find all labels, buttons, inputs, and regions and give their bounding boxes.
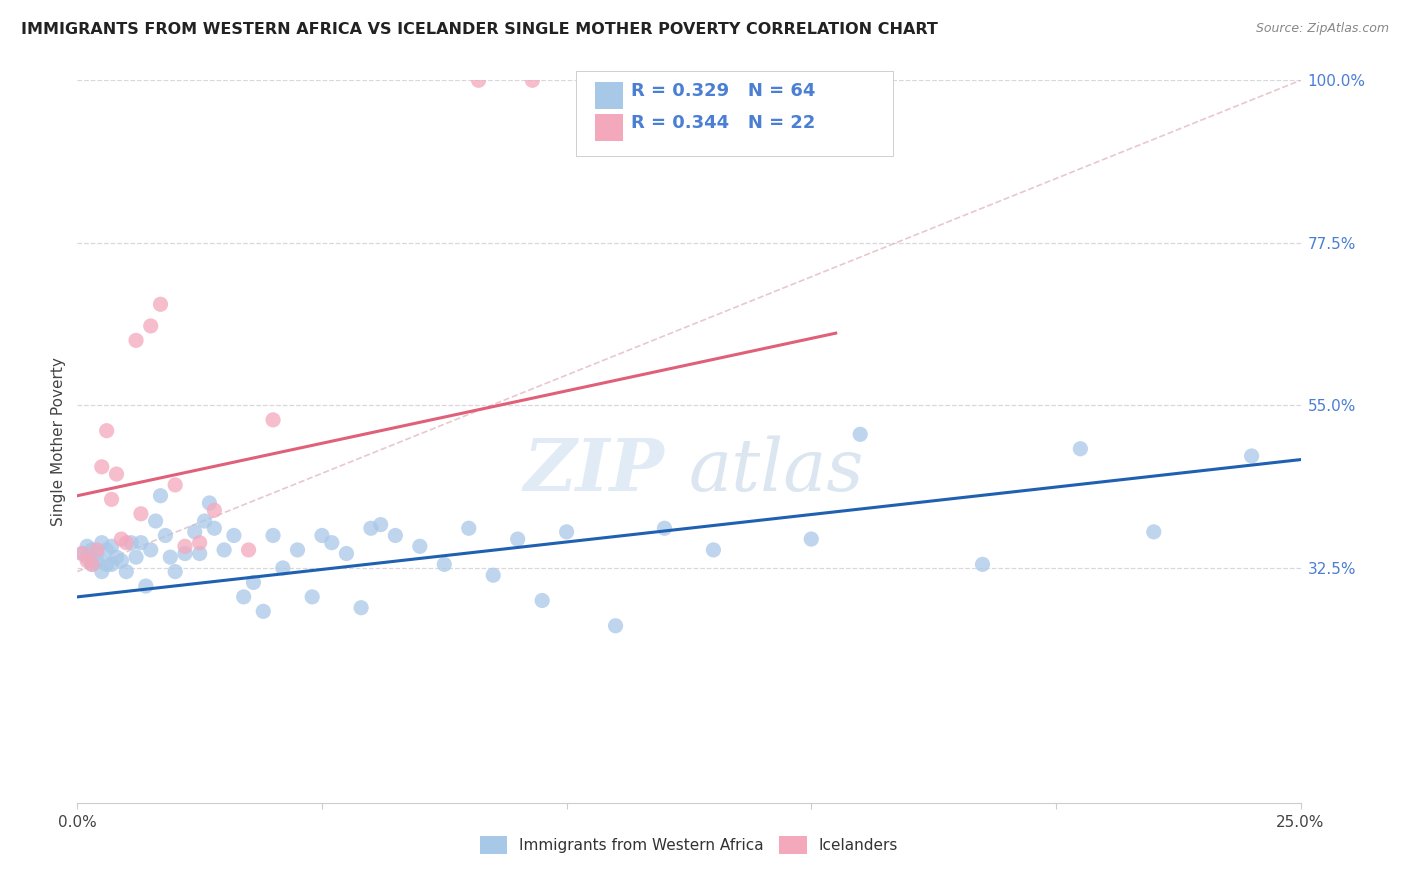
Point: [188, 547, 211, 561]
Point: [232, 590, 254, 604]
Point: [76, 550, 98, 565]
Point: [654, 521, 676, 535]
Point: [100, 492, 122, 507]
Point: [184, 524, 207, 539]
Point: [90, 565, 112, 579]
Point: [110, 532, 132, 546]
Point: [125, 334, 148, 348]
Point: [849, 427, 872, 442]
Point: [1240, 449, 1263, 463]
Point: [605, 619, 627, 633]
Point: [149, 297, 172, 311]
Point: [139, 542, 162, 557]
Point: [86, 542, 108, 557]
Point: [212, 542, 235, 557]
Point: [222, 528, 245, 542]
Point: [90, 459, 112, 474]
Point: [252, 604, 274, 618]
Point: [174, 539, 197, 553]
Point: [202, 503, 225, 517]
Point: [174, 547, 197, 561]
Point: [155, 528, 177, 542]
Point: [555, 524, 578, 539]
Text: IMMIGRANTS FROM WESTERN AFRICA VS ICELANDER SINGLE MOTHER POVERTY CORRELATION CH: IMMIGRANTS FROM WESTERN AFRICA VS ICELAN…: [21, 22, 938, 37]
Point: [96, 424, 118, 438]
Point: [384, 528, 406, 542]
Point: [86, 547, 108, 561]
Point: [800, 532, 823, 546]
Point: [193, 514, 215, 528]
Point: [482, 568, 505, 582]
Point: [96, 558, 118, 572]
Point: [262, 413, 284, 427]
Point: [262, 528, 284, 542]
Legend: Immigrants from Western Africa, Icelanders: Immigrants from Western Africa, Icelande…: [474, 830, 904, 860]
Y-axis label: Single Mother Poverty: Single Mother Poverty: [51, 357, 66, 526]
Point: [188, 535, 211, 549]
Point: [522, 73, 544, 87]
Text: atlas: atlas: [689, 435, 865, 506]
Point: [80, 558, 103, 572]
Point: [115, 535, 138, 549]
Point: [370, 517, 392, 532]
Point: [115, 565, 138, 579]
Point: [70, 547, 93, 561]
Point: [165, 478, 187, 492]
Point: [129, 535, 152, 549]
Point: [76, 554, 98, 568]
Point: [76, 539, 98, 553]
Point: [311, 528, 333, 542]
Point: [467, 73, 489, 87]
Point: [238, 542, 260, 557]
Point: [105, 467, 128, 481]
Point: [1069, 442, 1091, 456]
Point: [125, 550, 148, 565]
Point: [110, 554, 132, 568]
Point: [301, 590, 323, 604]
Point: [100, 558, 122, 572]
Point: [105, 550, 128, 565]
Point: [335, 547, 357, 561]
Point: [120, 535, 142, 549]
Point: [531, 593, 554, 607]
Point: [972, 558, 994, 572]
Point: [90, 535, 112, 549]
Point: [242, 575, 264, 590]
Point: [139, 318, 162, 333]
Point: [409, 539, 432, 553]
Point: [129, 507, 152, 521]
Point: [96, 542, 118, 557]
Point: [165, 565, 187, 579]
Point: [202, 521, 225, 535]
Text: R = 0.329   N = 64: R = 0.329 N = 64: [631, 82, 815, 100]
Point: [100, 539, 122, 553]
Text: ZIP: ZIP: [523, 435, 665, 506]
Text: R = 0.344   N = 22: R = 0.344 N = 22: [631, 114, 815, 132]
Point: [80, 558, 103, 572]
Point: [159, 550, 181, 565]
Point: [70, 547, 93, 561]
Text: Source: ZipAtlas.com: Source: ZipAtlas.com: [1256, 22, 1389, 36]
Point: [145, 514, 167, 528]
Point: [321, 535, 343, 549]
Point: [149, 489, 172, 503]
Point: [506, 532, 529, 546]
Point: [457, 521, 479, 535]
Point: [433, 558, 456, 572]
Point: [198, 496, 221, 510]
Point: [86, 554, 108, 568]
Point: [350, 600, 373, 615]
Point: [80, 542, 103, 557]
Point: [135, 579, 157, 593]
Point: [271, 561, 294, 575]
Point: [287, 542, 309, 557]
Point: [1143, 524, 1166, 539]
Point: [360, 521, 382, 535]
Point: [702, 542, 724, 557]
